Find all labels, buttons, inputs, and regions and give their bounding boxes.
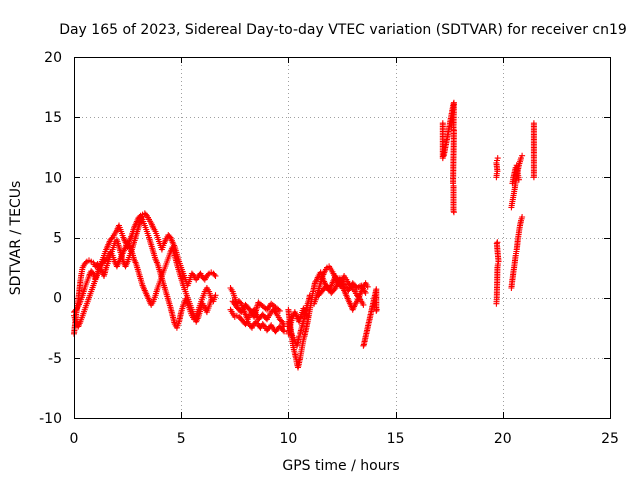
data-point	[260, 322, 267, 329]
data-point	[494, 239, 501, 246]
data-point	[360, 301, 367, 308]
data-point	[304, 313, 311, 320]
grid-lines	[74, 57, 610, 418]
data-point	[306, 292, 313, 299]
x-tick-label: 25	[601, 431, 619, 447]
data-point	[515, 176, 522, 183]
y-tick-label: -5	[48, 351, 62, 367]
x-axis-label: GPS time / hours	[282, 458, 399, 474]
data-point	[237, 299, 244, 306]
y-tick-label: 10	[44, 170, 62, 186]
x-tick-label: 5	[177, 431, 186, 447]
chart-title: Day 165 of 2023, Sidereal Day-to-day VTE…	[59, 22, 627, 38]
data-points	[71, 99, 537, 371]
y-tick-labels: -10 -5 0 5 10 15 20	[39, 50, 62, 427]
x-tick-label: 0	[70, 431, 79, 447]
data-point	[280, 327, 286, 334]
x-tick-label: 15	[387, 431, 405, 447]
data-point	[364, 283, 371, 290]
data-point	[373, 306, 380, 313]
data-point	[211, 271, 218, 278]
data-point	[493, 240, 500, 247]
data-point	[450, 209, 457, 216]
data-point	[276, 307, 283, 314]
y-tick-label: 5	[53, 231, 62, 247]
data-point	[212, 273, 219, 279]
data-point	[530, 174, 537, 181]
data-point	[494, 155, 501, 162]
data-point	[82, 259, 89, 266]
data-point	[275, 306, 282, 313]
plot-frame	[74, 57, 611, 419]
data-point	[281, 323, 288, 330]
data-point	[519, 152, 526, 159]
x-tick-labels: 0 5 10 15 20 25	[70, 431, 619, 447]
axis-ticks	[74, 57, 611, 419]
data-point	[208, 297, 215, 304]
data-point	[212, 292, 219, 299]
data-point	[519, 214, 526, 220]
y-axis-label: SDTVAR / TECUs	[8, 181, 24, 296]
data-point	[362, 289, 369, 296]
y-tick-label: 15	[44, 110, 62, 126]
x-tick-label: 20	[494, 431, 512, 447]
x-tick-label: 10	[279, 431, 297, 447]
y-tick-label: 20	[44, 50, 62, 66]
y-tick-label: 0	[53, 291, 62, 307]
y-tick-label: -10	[39, 411, 62, 427]
data-point	[205, 271, 211, 278]
